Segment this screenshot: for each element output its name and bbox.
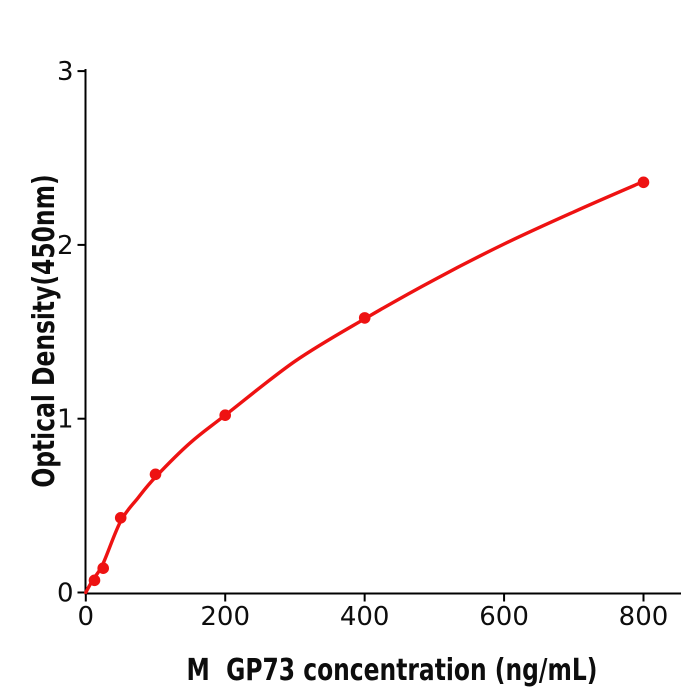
fit-curve-layer (84, 179, 646, 595)
y-tick-label: 0 (57, 579, 74, 609)
x-tick-label: 800 (619, 602, 669, 632)
y-tick-label: 3 (57, 57, 74, 87)
data-point-marker (358, 312, 371, 324)
x-tick-label: 400 (340, 602, 390, 632)
x-tick-label: 0 (78, 602, 95, 632)
y-axis-title: Optical Density(450nm) (27, 174, 62, 488)
x-tick-label: 200 (200, 602, 250, 632)
y-tick-label: 2 (57, 231, 74, 261)
x-axis-title: M GP73 concentration (ng/mL) (186, 653, 598, 688)
data-point-marker (88, 574, 101, 587)
data-point-marker (149, 468, 162, 481)
data-point-marker (637, 176, 650, 189)
standard-curve-line (84, 179, 646, 595)
x-tick-label: 600 (479, 602, 529, 632)
data-point-marker (114, 512, 127, 524)
data-point-marker (219, 409, 231, 422)
y-tick-label: 1 (57, 405, 74, 435)
data-points-layer (88, 176, 650, 587)
data-point-marker (97, 562, 109, 574)
axes: 0 200 400 600 800 0 1 2 3 (57, 57, 681, 632)
